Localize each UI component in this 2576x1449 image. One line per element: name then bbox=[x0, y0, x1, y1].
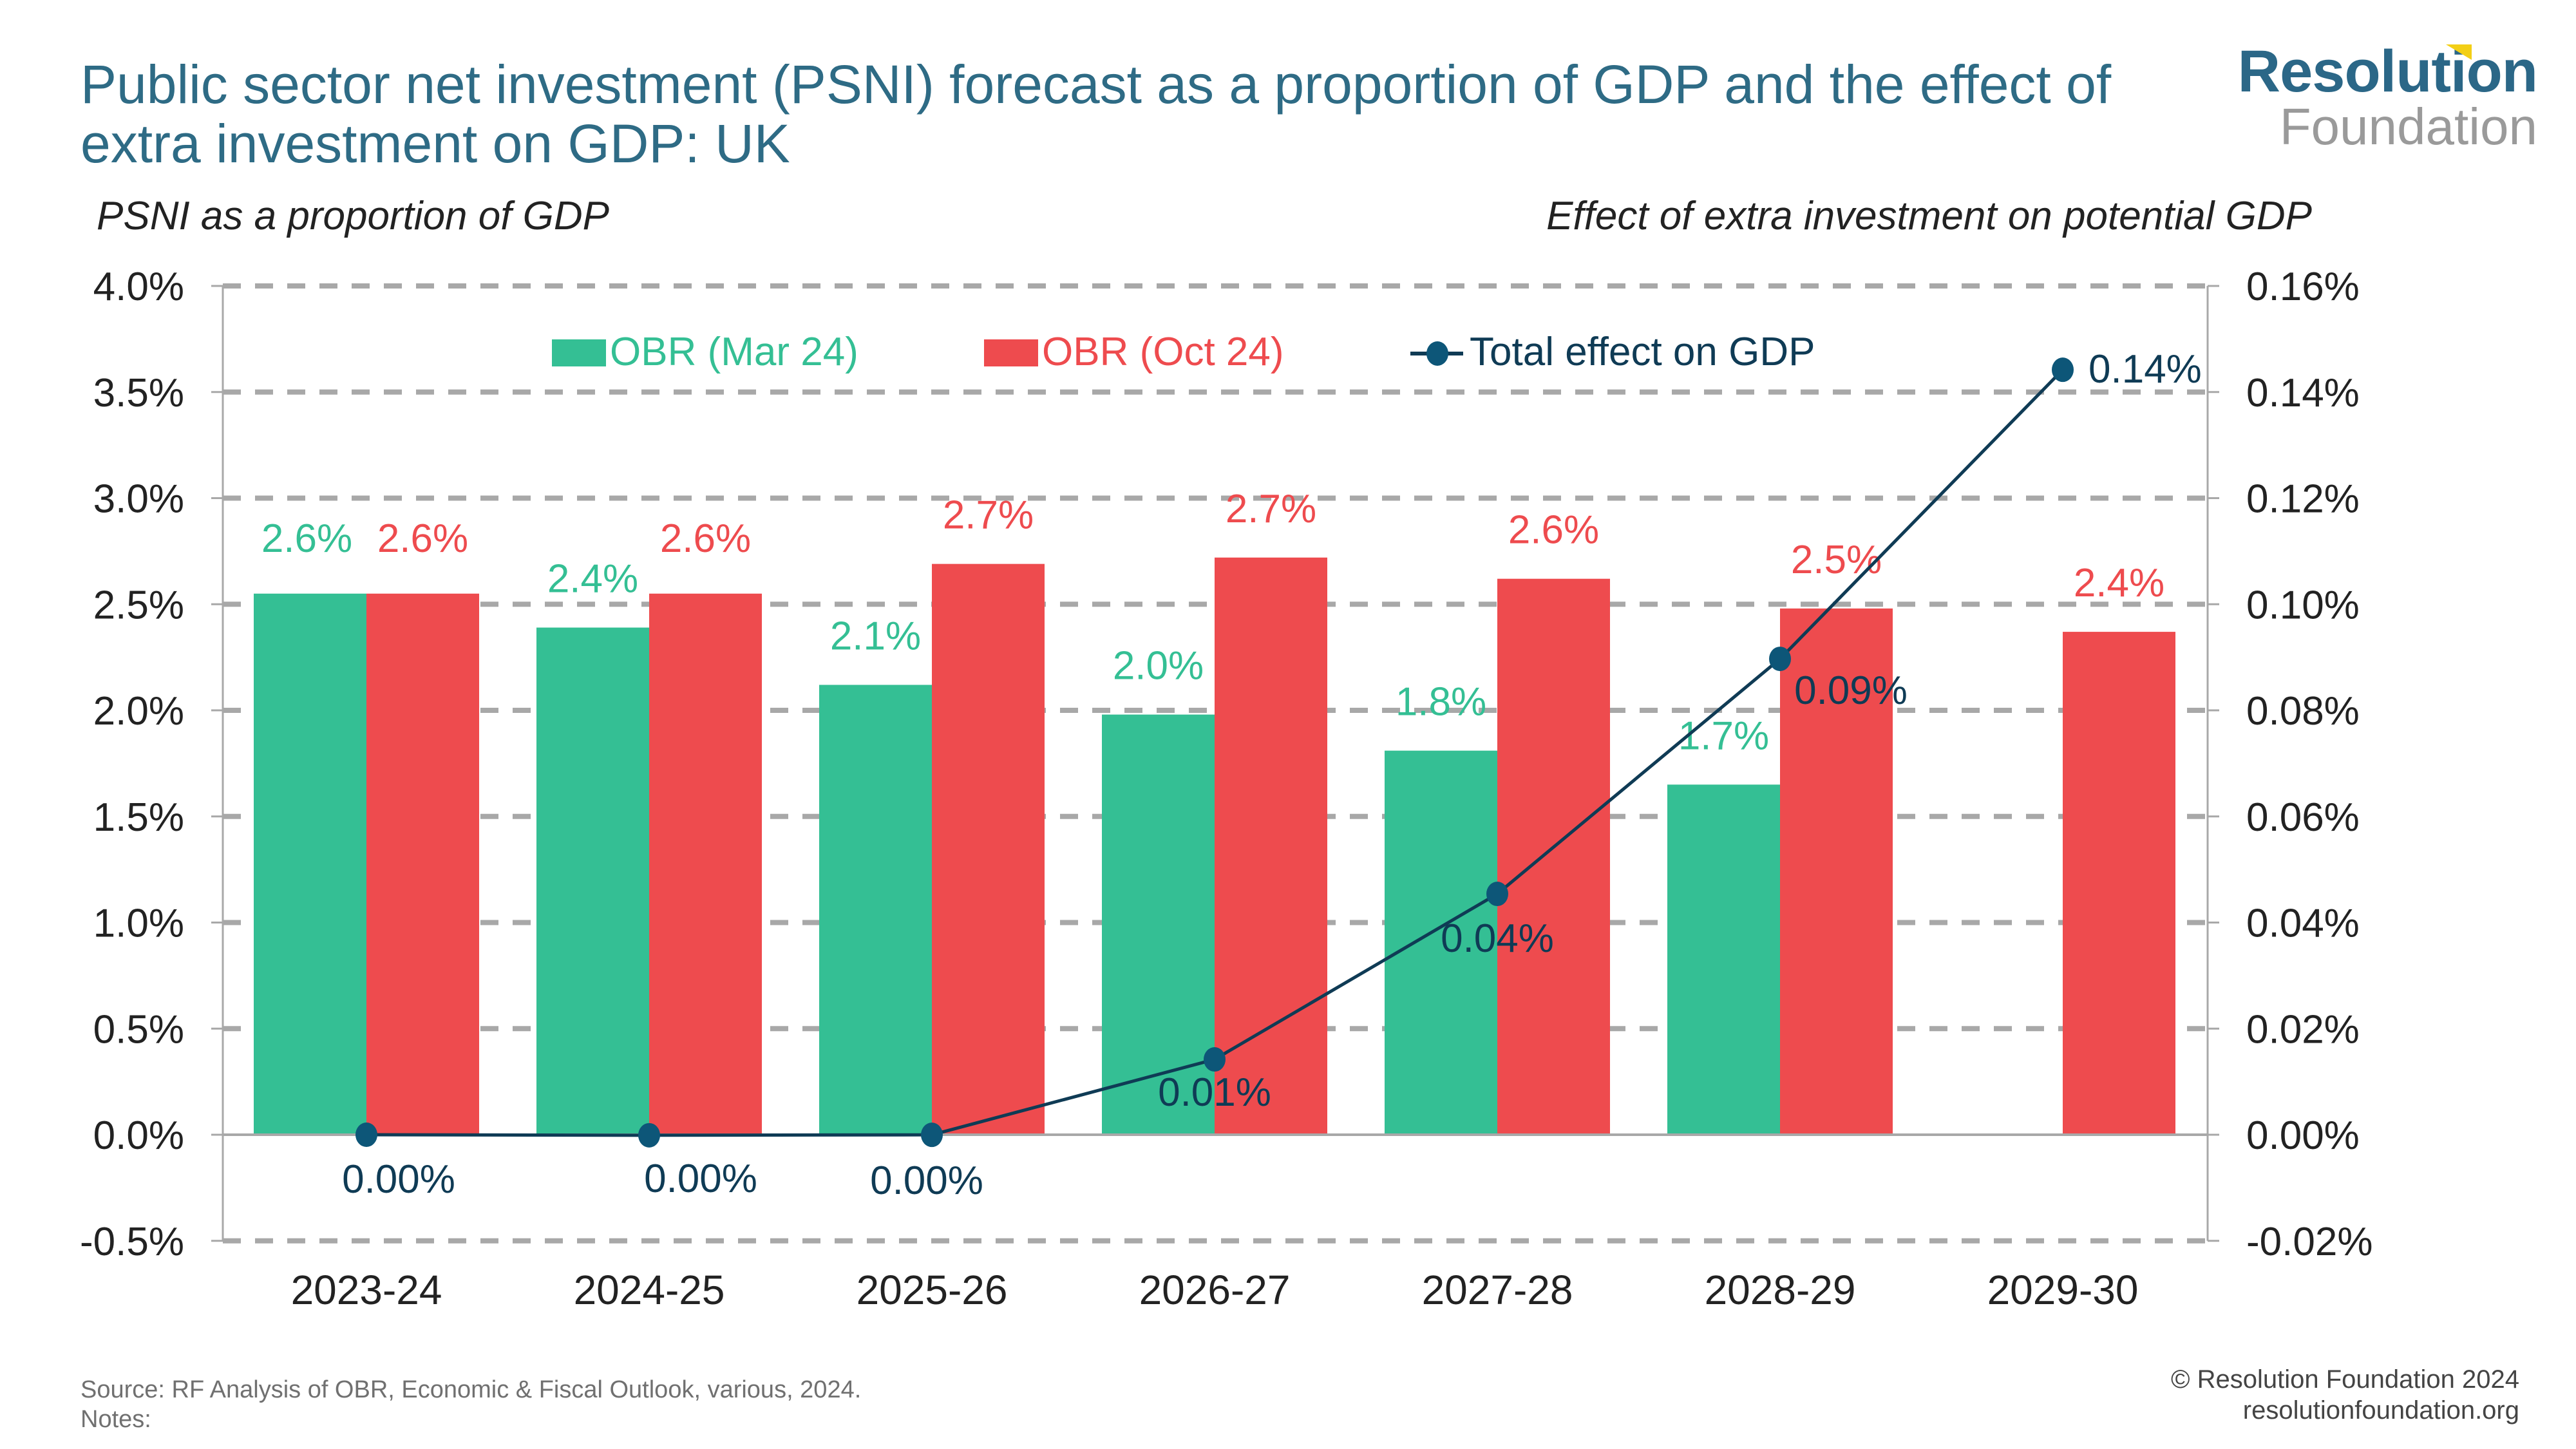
footer-source-notes: Source: RF Analysis of OBR, Economic & F… bbox=[80, 1375, 861, 1434]
right-axis-tick-label: 0.12% bbox=[2246, 477, 2360, 522]
bar-obr-oct24 bbox=[932, 564, 1045, 1135]
right-axis-tick-label: 0.14% bbox=[2246, 371, 2360, 415]
bar-label-obr-oct24: 2.7% bbox=[1226, 487, 1316, 531]
bar-label-obr-mar24: 2.4% bbox=[547, 556, 638, 601]
marker-total-effect bbox=[1486, 882, 1508, 907]
left-axis-tick-label: 1.0% bbox=[93, 902, 184, 946]
footer-copyright: © Resolution Foundation 2024 resolutionf… bbox=[2171, 1364, 2519, 1426]
left-axis-tick-label: 2.5% bbox=[93, 583, 184, 627]
bar-label-obr-oct24: 2.6% bbox=[660, 516, 751, 561]
line-label-total-effect: 0.00% bbox=[870, 1159, 983, 1203]
legend-label-obr-oct24: OBR (Oct 24) bbox=[1042, 330, 1284, 374]
marker-total-effect bbox=[638, 1122, 660, 1148]
x-axis-label: 2028-29 bbox=[1705, 1267, 1856, 1313]
bar-obr-mar24 bbox=[254, 593, 366, 1135]
bar-label-obr-mar24: 2.0% bbox=[1113, 644, 1204, 688]
legend-label-obr-mar24: OBR (Mar 24) bbox=[610, 330, 858, 374]
bar-obr-mar24 bbox=[536, 627, 649, 1135]
chart-title: Public sector net investment (PSNI) fore… bbox=[80, 54, 2112, 174]
resolution-foundation-logo: Resolution Foundation bbox=[2237, 39, 2538, 155]
right-axis-tick-label: 0.00% bbox=[2246, 1113, 2360, 1158]
bar-label-obr-mar24: 2.1% bbox=[830, 614, 921, 658]
bar-label-obr-mar24: 1.8% bbox=[1396, 680, 1486, 724]
right-axis-tick-label: 0.02% bbox=[2246, 1007, 2360, 1052]
left-axis-tick-label: 0.5% bbox=[93, 1007, 184, 1052]
copyright-text: © Resolution Foundation 2024 bbox=[2171, 1365, 2519, 1394]
left-axis-tick-label: 2.0% bbox=[93, 689, 184, 734]
marker-total-effect bbox=[921, 1122, 943, 1148]
legend-label-total-effect: Total effect on GDP bbox=[1470, 330, 1815, 374]
left-axis-tick-label: 4.0% bbox=[93, 265, 184, 309]
logo-flag-icon bbox=[2446, 44, 2472, 60]
marker-total-effect bbox=[2052, 357, 2074, 383]
left-axis-tick-label: 3.5% bbox=[93, 371, 184, 415]
right-axis-tick-label: -0.02% bbox=[2246, 1220, 2372, 1264]
bar-obr-oct24 bbox=[1215, 557, 1327, 1135]
left-axis-tick-label: 1.5% bbox=[93, 795, 184, 840]
bar-obr-oct24 bbox=[649, 593, 762, 1135]
bar-obr-oct24 bbox=[1780, 608, 1893, 1135]
right-axis-tick-label: 0.06% bbox=[2246, 795, 2360, 840]
legend-swatch-obr-oct24 bbox=[984, 339, 1038, 366]
line-label-total-effect: 0.04% bbox=[1441, 916, 1554, 961]
bar-obr-oct24 bbox=[1497, 578, 1610, 1135]
bar-label-obr-oct24: 2.5% bbox=[1791, 538, 1882, 582]
x-axis-label: 2024-25 bbox=[574, 1267, 725, 1313]
bar-obr-mar24 bbox=[1385, 750, 1497, 1135]
marker-total-effect bbox=[355, 1122, 377, 1147]
line-label-total-effect: 0.01% bbox=[1158, 1070, 1271, 1115]
bar-obr-mar24 bbox=[1667, 784, 1780, 1135]
right-axis-tick-label: 0.04% bbox=[2246, 902, 2360, 946]
website-link[interactable]: resolutionfoundation.org bbox=[2242, 1396, 2519, 1425]
x-axis-label: 2027-28 bbox=[1422, 1267, 1573, 1313]
right-axis-tick-label: 0.16% bbox=[2246, 265, 2360, 309]
bar-label-obr-oct24: 2.7% bbox=[943, 493, 1034, 538]
line-label-total-effect: 0.00% bbox=[644, 1157, 757, 1201]
logo-line1: Resolution bbox=[2237, 39, 2538, 104]
x-axis-label: 2029-30 bbox=[1987, 1267, 2139, 1313]
right-axis-title: Effect of extra investment on potential … bbox=[1546, 194, 2312, 238]
left-axis-tick-label: 3.0% bbox=[93, 477, 184, 522]
right-axis-tick-label: 0.08% bbox=[2246, 689, 2360, 734]
source-text: Source: RF Analysis of OBR, Economic & F… bbox=[80, 1376, 862, 1403]
legend-marker-total-effect bbox=[1426, 341, 1448, 366]
bar-label-obr-oct24: 2.6% bbox=[1508, 508, 1599, 553]
bar-label-obr-mar24: 2.6% bbox=[261, 516, 352, 561]
marker-total-effect bbox=[1204, 1047, 1226, 1072]
bar-obr-mar24 bbox=[819, 685, 932, 1135]
left-axis-tick-label: -0.5% bbox=[80, 1220, 184, 1264]
bar-label-obr-mar24: 1.7% bbox=[1678, 714, 1769, 758]
bar-obr-oct24 bbox=[2063, 632, 2175, 1135]
bar-label-obr-oct24: 2.4% bbox=[2074, 561, 2164, 605]
marker-total-effect bbox=[1769, 647, 1791, 672]
line-label-total-effect: 0.00% bbox=[342, 1157, 455, 1202]
legend-swatch-obr-mar24 bbox=[552, 339, 606, 366]
notes-text: Notes: bbox=[80, 1406, 151, 1433]
bar-label-obr-oct24: 2.6% bbox=[377, 516, 468, 561]
line-label-total-effect: 0.09% bbox=[1794, 668, 1908, 713]
bar-obr-oct24 bbox=[366, 593, 479, 1135]
logo-line2: Foundation bbox=[2279, 98, 2537, 155]
x-axis-label: 2025-26 bbox=[857, 1267, 1008, 1313]
left-axis-tick-label: 0.0% bbox=[93, 1113, 184, 1158]
line-label-total-effect: 0.14% bbox=[2088, 347, 2202, 392]
left-axis-title: PSNI as a proportion of GDP bbox=[97, 194, 610, 238]
x-axis-label: 2026-27 bbox=[1139, 1267, 1291, 1313]
right-axis-tick-label: 0.10% bbox=[2246, 583, 2360, 627]
x-axis-label: 2023-24 bbox=[291, 1267, 442, 1313]
